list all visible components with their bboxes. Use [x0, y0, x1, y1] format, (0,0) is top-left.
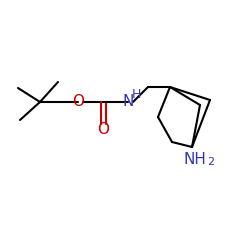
Text: N: N	[122, 94, 134, 108]
Text: 2: 2	[208, 157, 214, 167]
Text: O: O	[97, 122, 109, 138]
Text: NH: NH	[184, 152, 206, 168]
Text: O: O	[72, 94, 84, 110]
Text: H: H	[131, 88, 141, 102]
